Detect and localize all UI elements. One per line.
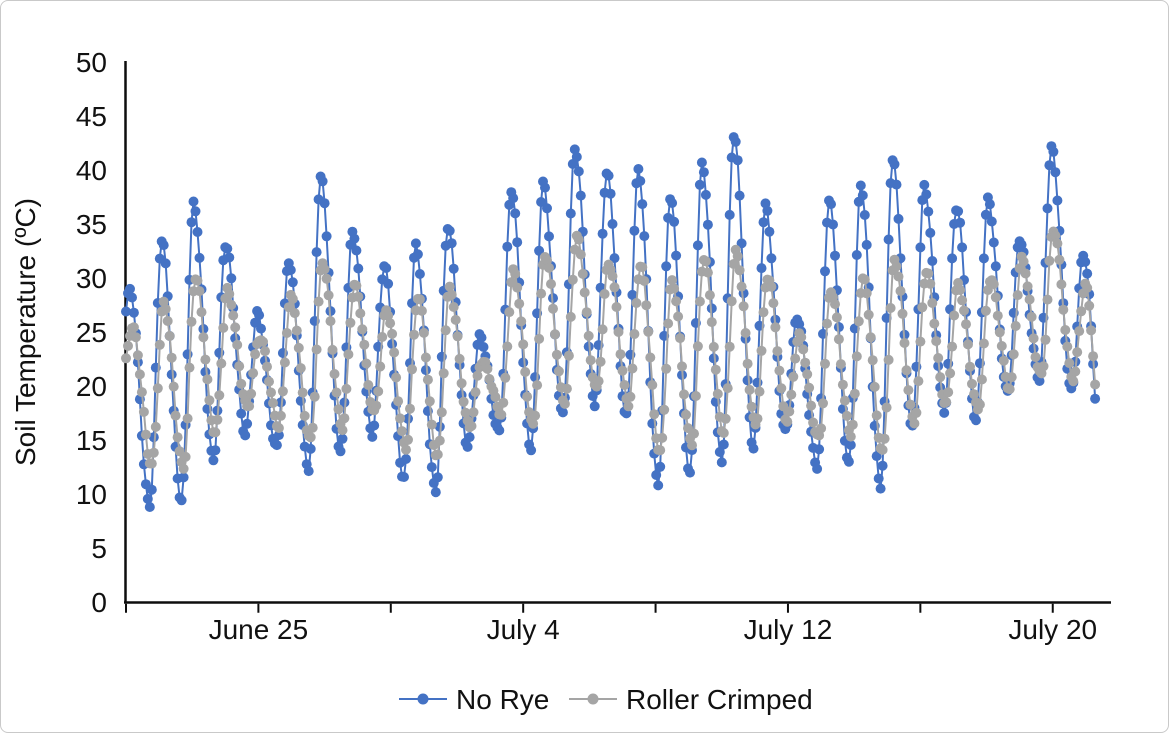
legend: No Rye Roller Crimped [399,684,813,715]
legend-item-no-rye: No Rye [399,684,549,715]
y-tick-label: 30 [76,263,107,294]
y-tick-label: 40 [76,155,107,186]
legend-label-no-rye: No Rye [456,684,549,715]
y-tick-label: 45 [76,101,107,132]
x-axis: June 25 July 4 July 12 July 20 [124,601,1111,645]
legend-marker-no-rye-icon [417,693,429,705]
x-tick-label: July 20 [1008,614,1097,645]
series-roller-crimped [121,226,1101,474]
y-tick-label: 25 [76,317,107,348]
y-tick-label: 20 [76,371,107,402]
y-tick-label: 50 [76,47,107,78]
series-markers [121,132,1101,512]
y-tick-label: 0 [91,587,107,618]
series-no-rye [121,132,1101,512]
x-tick-label: June 25 [209,614,309,645]
legend-label-roller-crimped: Roller Crimped [626,684,813,715]
y-tick-label: 35 [76,209,107,240]
y-tick-label: 15 [76,425,107,456]
y-axis-title: Soil Temperature (ºC) [10,198,41,466]
y-tick-label: 5 [91,533,107,564]
legend-item-roller-crimped: Roller Crimped [569,684,813,715]
legend-marker-roller-crimped-icon [587,693,599,705]
x-tick-label: July 12 [744,614,833,645]
y-tick-label: 10 [76,479,107,510]
x-tick-label: July 4 [487,614,560,645]
series-markers [121,226,1101,474]
